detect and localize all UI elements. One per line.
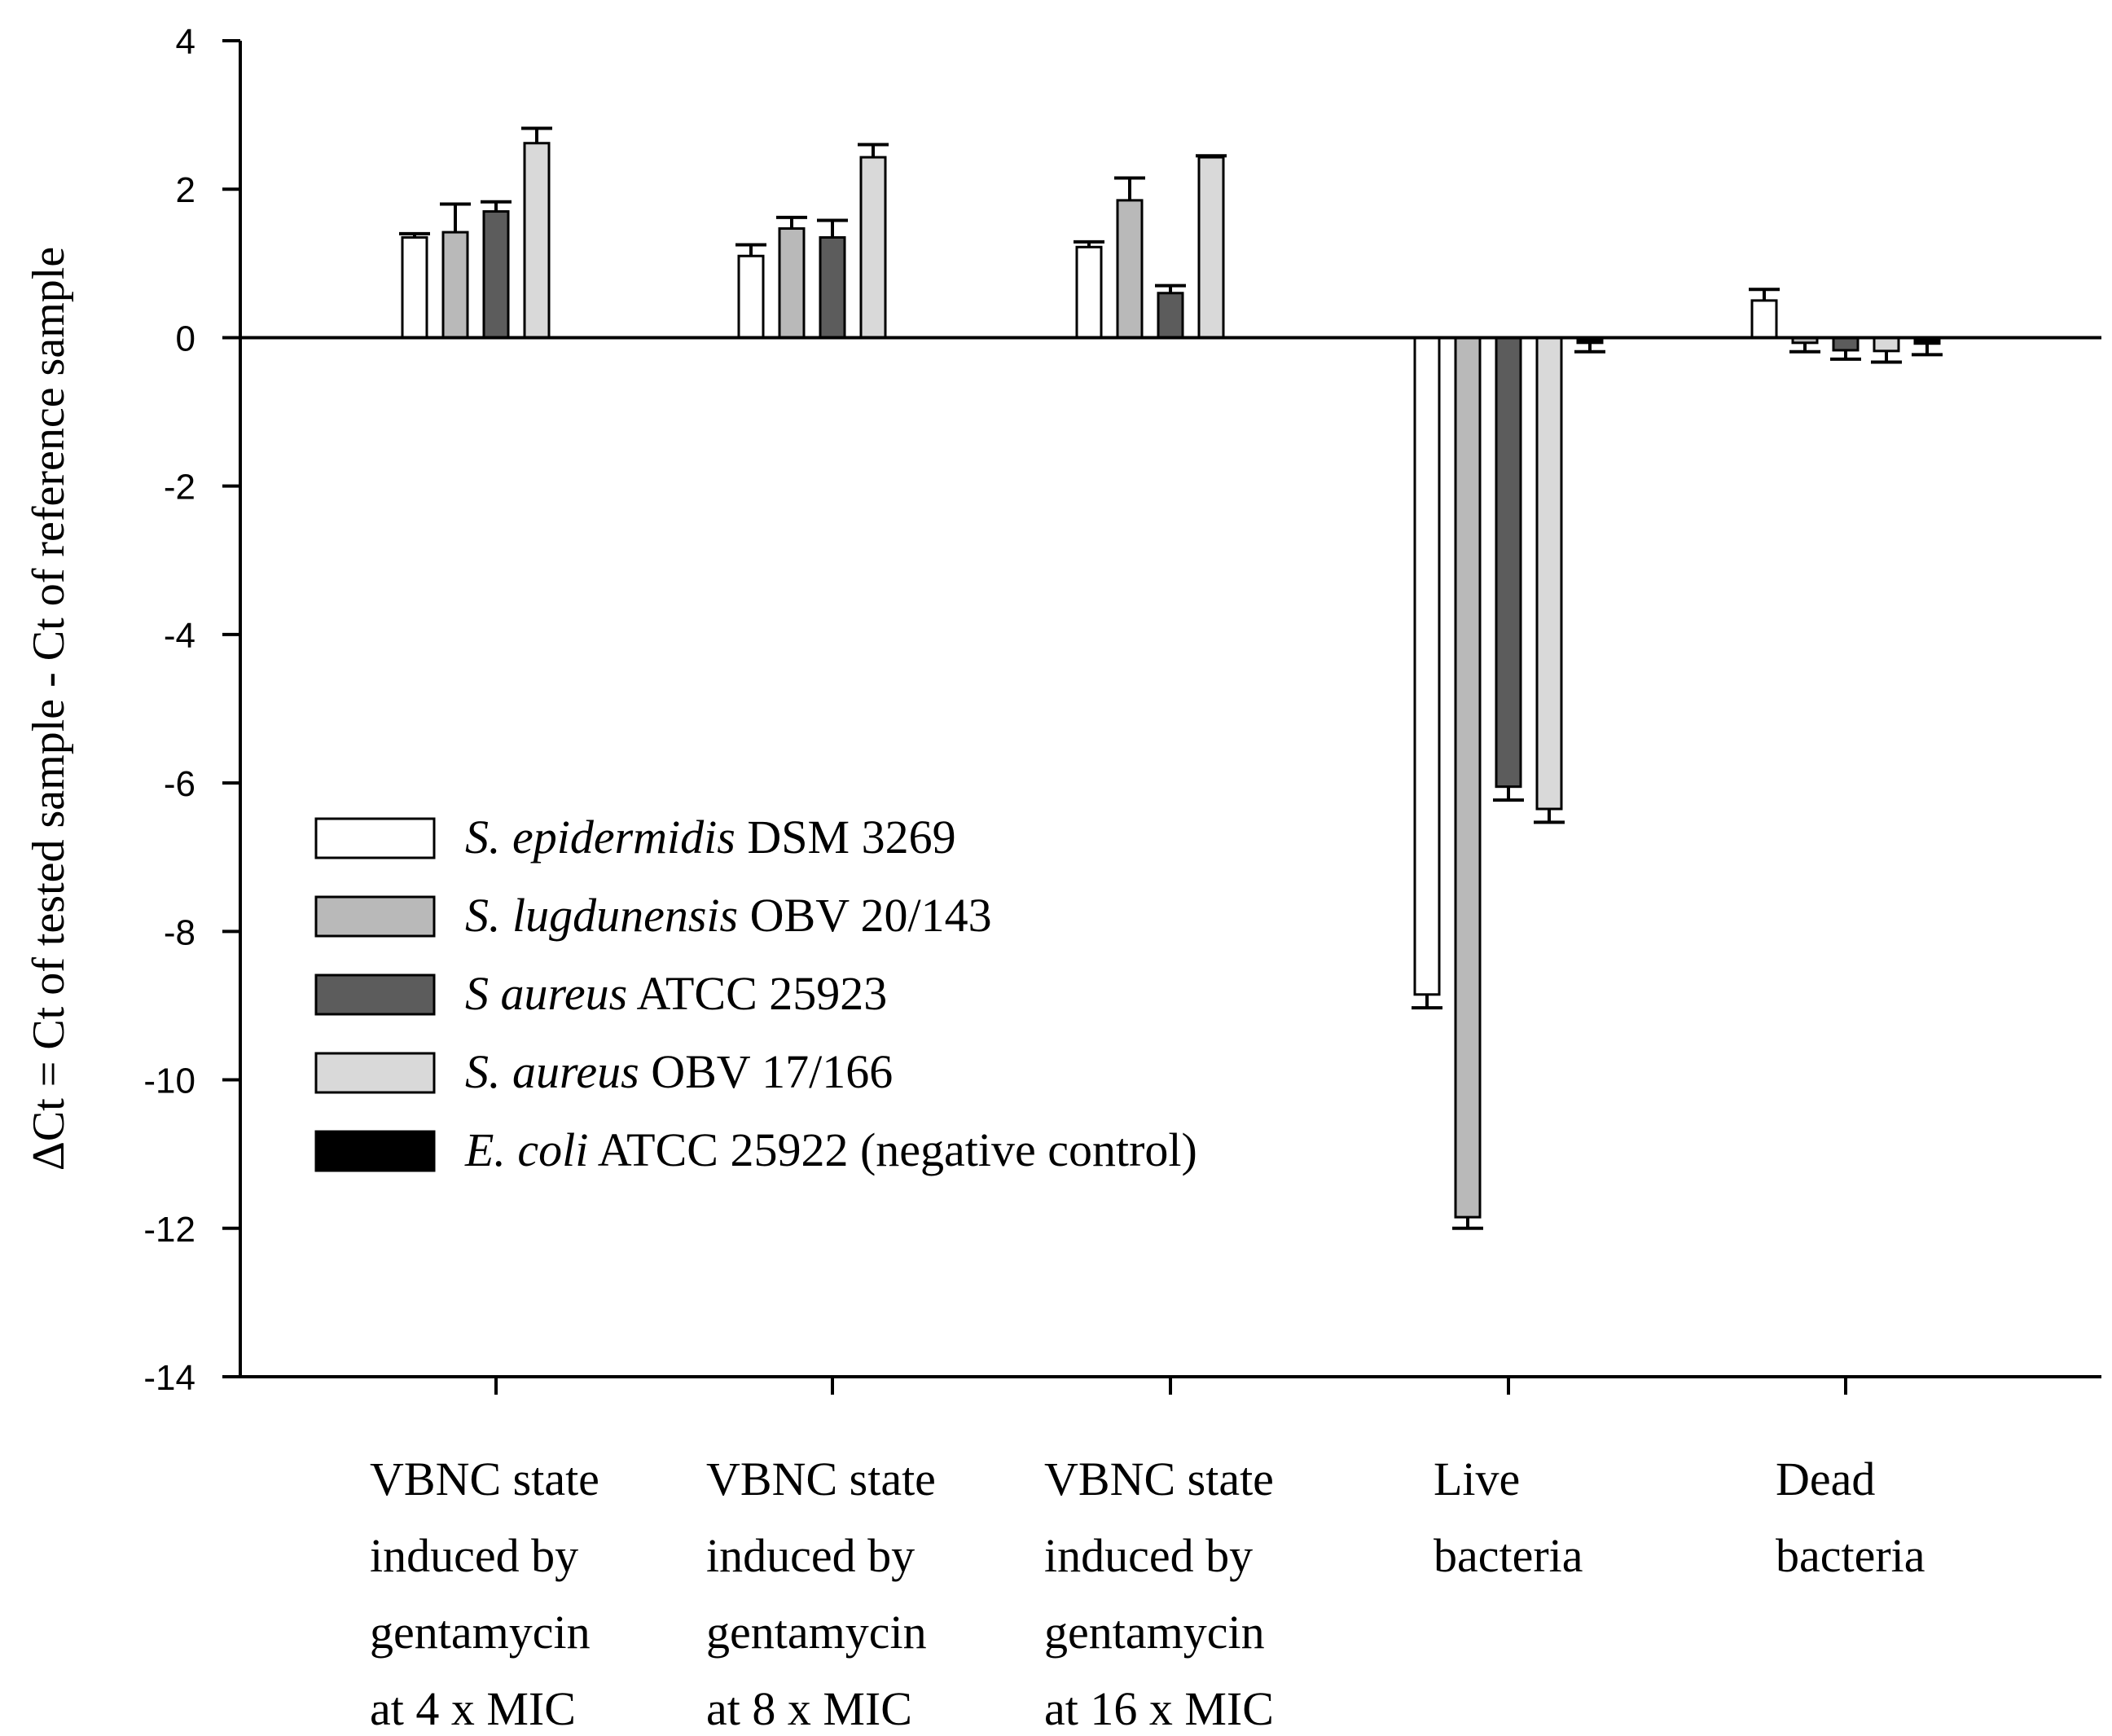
legend: S. epidermidis DSM 3269 S. lugdunensis OB… [314,811,1197,1176]
legend-swatch [314,1052,436,1094]
category-label-line: VBNC state [706,1453,936,1505]
bar [819,235,846,339]
category-label-line: induced by [706,1529,915,1582]
legend-label-rest: ATCC 25923 [627,967,887,1020]
bar [482,210,510,339]
y-tick-label: -2 [164,468,195,508]
legend-label-italic: S aureus [465,967,627,1020]
legend-label-rest: OBV 17/166 [639,1045,894,1098]
category-label: Live bacteria [1434,1453,1583,1582]
y-tick-label: 4 [176,22,195,62]
category-label-line: gentamycin [1044,1606,1265,1659]
category-label-line: induced by [1044,1529,1253,1582]
category-label-line: bacteria [1434,1529,1583,1582]
bar [441,231,469,339]
legend-swatch [314,1130,436,1172]
bar [1413,336,1441,996]
category-label: VBNC state induced by gentamycin at 16 x MI… [1044,1453,1274,1735]
category-label-line: gentamycin [706,1606,927,1659]
category-label-line: Live [1434,1453,1520,1505]
legend-swatch [314,895,436,938]
bar [1454,336,1482,1219]
legend-swatch [314,973,436,1016]
category-label-line: VBNC state [370,1453,599,1505]
y-tick-label: -14 [143,1358,195,1398]
y-tick-label: -4 [164,616,195,656]
legend-label: S. lugdunensis OBV 20/143 [465,889,992,942]
category-label: VBNC state induced by gentamycin at 8 x MIC [706,1453,936,1735]
plot-area: 4 2 0 -2 -4 -6 -8 -10 -12 -14 [143,22,2101,1398]
legend-label-italic: S. aureus [465,1045,639,1098]
legend-label-rest: DSM 3269 [735,811,956,864]
category-label-line: at 16 x MIC [1044,1682,1274,1735]
legend-label: E. coli ATCC 25922 (negative control) [464,1123,1197,1176]
y-tick-label: -10 [143,1061,195,1101]
bar [1157,292,1184,339]
legend-label: S. aureus OBV 17/166 [465,1045,893,1098]
category-label-line: induced by [370,1529,578,1582]
legend-label-italic: E. coli [464,1123,588,1176]
y-tick-label: 0 [176,319,195,358]
bar [1075,245,1103,339]
bar [737,254,765,339]
bar [859,156,887,339]
legend-label-rest: ATCC 25922 (negative control) [588,1123,1197,1176]
y-tick-label: 2 [176,170,195,210]
category-label-line: at 4 x MIC [370,1682,576,1735]
bar [401,235,428,339]
category-label-line: gentamycin [370,1606,591,1659]
y-axis-title: ΔCt = Ct of tested sample - Ct of refere… [24,247,74,1171]
bar [523,142,551,339]
bar [778,227,806,339]
category-label-line: at 8 x MIC [706,1682,912,1735]
category-label: Dead bacteria [1776,1453,1925,1582]
category-label-line: VBNC state [1044,1453,1274,1505]
y-tick-label: -6 [164,764,195,804]
y-tick-label: -12 [143,1210,195,1250]
category-label: VBNC state induced by gentamycin at 4 x MIC [370,1453,599,1735]
legend-label-italic: S. lugdunensis [465,889,738,942]
bar [1197,156,1225,339]
legend-label-italic: S. epidermidis [465,811,735,864]
bar [1750,299,1778,339]
legend-swatch [314,817,436,859]
bar [1116,199,1144,339]
bar [1535,336,1563,811]
legend-label: S aureus ATCC 25923 [465,967,887,1020]
category-label-line: bacteria [1776,1529,1925,1582]
legend-label: S. epidermidis DSM 3269 [465,811,956,864]
y-tick-label: -8 [164,912,195,952]
category-labels: VBNC state induced by gentamycin at 4 x MIC… [370,1453,1925,1735]
bar [1495,336,1522,789]
category-label-line: Dead [1776,1453,1875,1505]
bar [1873,336,1900,353]
bar [1832,336,1860,352]
y-axis-title-text: ΔCt = Ct of tested sample - Ct of refere… [24,247,74,1171]
legend-label-rest: OBV 20/143 [738,889,992,942]
